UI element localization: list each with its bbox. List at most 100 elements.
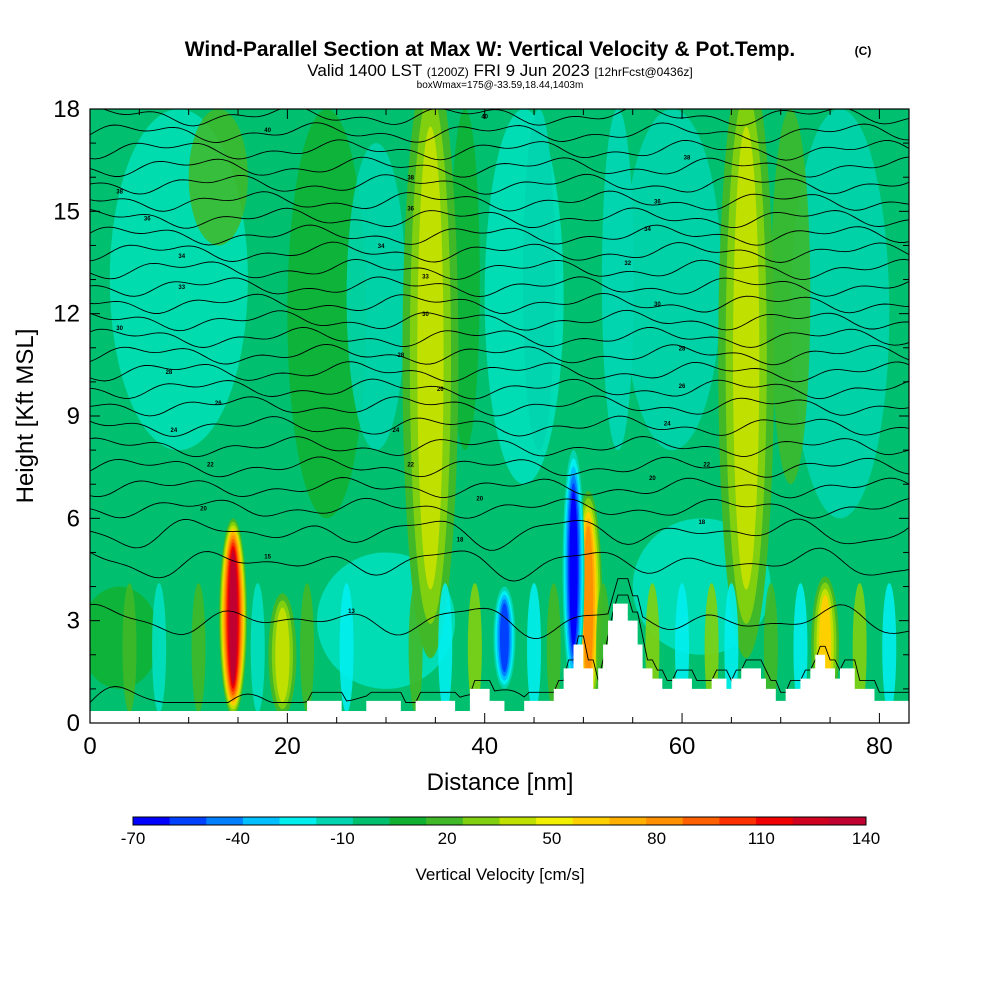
isentrope-label: 30 xyxy=(654,302,661,308)
isentrope-label: 20 xyxy=(649,476,656,482)
isentrope xyxy=(90,156,909,178)
subtitle-main: Valid 1400 LST xyxy=(307,61,422,80)
low-level-streak xyxy=(152,583,167,713)
isentrope-label-text: 28 xyxy=(679,346,686,352)
isentrope-label-text: 13 xyxy=(348,609,355,615)
isentrope xyxy=(90,224,909,246)
colorbar-swatch xyxy=(206,817,244,825)
subtitle-date: FRI 9 Jun 2023 xyxy=(473,61,589,80)
updraft-contour xyxy=(733,126,760,590)
colorbar-swatch xyxy=(389,817,427,825)
isentrope-label: 38 xyxy=(407,176,414,182)
isentrope-label-text: 18 xyxy=(457,537,464,543)
isentrope xyxy=(90,415,909,437)
isentrope-label: 28 xyxy=(397,353,404,359)
isentrope-label-text: 28 xyxy=(397,353,404,359)
y-tick-label: 0 xyxy=(67,710,80,737)
colorbar-swatch xyxy=(682,817,720,825)
y-tick-label: 3 xyxy=(67,608,80,635)
isentrope-label: 38 xyxy=(116,189,123,195)
isentrope-label: 22 xyxy=(207,462,214,468)
isentrope-label: 18 xyxy=(457,537,464,543)
low-level-streak xyxy=(882,583,897,713)
isentrope xyxy=(90,326,909,348)
isentrope xyxy=(101,109,909,127)
isentrope-label-text: 38 xyxy=(407,176,414,182)
y-tick-label: 15 xyxy=(53,198,80,225)
isentrope xyxy=(90,122,909,144)
low-level-streak xyxy=(527,583,542,713)
x-tick-label: 20 xyxy=(274,733,301,760)
x-tick-label: 60 xyxy=(669,733,696,760)
low-level-streak xyxy=(122,583,137,713)
colorbar-swatch xyxy=(646,817,684,825)
updraft-contour xyxy=(583,525,594,682)
isentrope-label: 20 xyxy=(200,507,207,513)
isentrope-label: 15 xyxy=(264,554,271,560)
isentrope-label-text: 24 xyxy=(393,428,400,434)
isentrope xyxy=(90,497,909,519)
isentrope xyxy=(90,207,909,229)
terrain-base xyxy=(90,711,909,723)
isentrope-label-text: 38 xyxy=(684,155,691,161)
isentrope-label: 40 xyxy=(264,128,271,134)
colorbar-swatch xyxy=(242,817,280,825)
colorbar-swatch xyxy=(572,817,610,825)
isentrope-label-text: 30 xyxy=(654,302,661,308)
isentrope-label-text: 32 xyxy=(624,261,631,267)
isentrope xyxy=(90,378,909,400)
colorbar-swatch xyxy=(133,817,170,825)
colorbar-swatch xyxy=(279,817,317,825)
isentrope-label: 24 xyxy=(171,428,178,434)
isentrope-label: 13 xyxy=(348,609,355,615)
colorbar-swatch xyxy=(462,817,500,825)
low-level-streak xyxy=(191,583,206,713)
colorbar-tick-label: -40 xyxy=(225,829,250,848)
isentrope-label-text: 26 xyxy=(679,384,686,390)
colorbar-tick-label: 20 xyxy=(438,829,457,848)
isentrope xyxy=(90,395,909,417)
teal-region xyxy=(346,143,406,451)
isentrope-label: 28 xyxy=(679,346,686,352)
isentrope-label: 30 xyxy=(116,326,123,332)
colorbar-swatch xyxy=(169,817,207,825)
isentrope xyxy=(90,173,909,195)
colorbar-swatch xyxy=(719,817,757,825)
chart-subtitle: Valid 1400 LST (1200Z) FRI 9 Jun 2023 [1… xyxy=(307,61,692,80)
isentrope-label-text: 33 xyxy=(178,285,185,291)
isentrope-label: 22 xyxy=(703,462,710,468)
colorbar-tick-label: 140 xyxy=(852,829,880,848)
y-tick-label: 6 xyxy=(67,505,80,532)
isentrope-label: 33 xyxy=(178,285,185,291)
isentrope-label-text: 20 xyxy=(476,496,483,502)
updraft-contour xyxy=(229,552,237,682)
isentrope-label-text: 22 xyxy=(703,462,710,468)
updraft-contour xyxy=(417,126,444,590)
colorbar-swatch xyxy=(609,817,647,825)
isentrope-label-text: 20 xyxy=(200,507,207,513)
green-region xyxy=(90,586,160,689)
colorbar-swatch xyxy=(352,817,390,825)
isentrope-label: 26 xyxy=(679,384,686,390)
updraft-core xyxy=(219,518,248,717)
downdraft-contour xyxy=(601,109,634,451)
colorbar-tick-label: 80 xyxy=(647,829,666,848)
colorbar-ticks: -70 -40 -10 20 50 80 110 140 xyxy=(121,829,880,848)
isentrope-label: 38 xyxy=(684,155,691,161)
isentrope-label-text: 22 xyxy=(207,462,214,468)
isentrope xyxy=(90,258,909,280)
isentrope-label: 24 xyxy=(664,421,671,427)
isentrope-label: 32 xyxy=(624,261,631,267)
isentrope-label-text: 34 xyxy=(378,244,385,250)
isentrope xyxy=(90,292,909,314)
teal-region xyxy=(622,109,722,451)
title-mark: (C) xyxy=(855,44,872,58)
green-region xyxy=(770,109,811,485)
colorbar-swatch xyxy=(426,817,464,825)
isentrope xyxy=(90,361,909,383)
isentrope-label-text: 24 xyxy=(664,421,671,427)
isentrope-label-text: 30 xyxy=(116,326,123,332)
